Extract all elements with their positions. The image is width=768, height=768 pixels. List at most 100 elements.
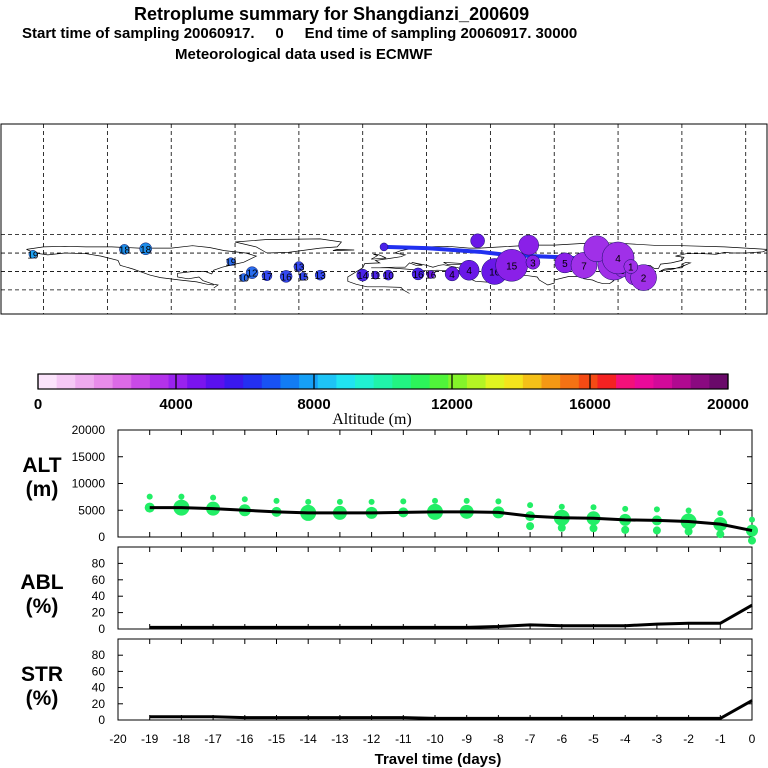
y-tick-label: 5000: [78, 503, 105, 517]
plume-point: [314, 269, 326, 281]
x-tick-label: -11: [395, 732, 412, 746]
met-data-subtitle: Meteorological data used is ECMWF: [175, 46, 433, 63]
colorbar-swatch: [112, 374, 132, 389]
altitude-cluster-point: [717, 510, 724, 517]
colorbar-swatch: [243, 374, 263, 389]
colorbar-swatch: [466, 374, 487, 389]
x-axis-label: Travel time (days): [375, 751, 502, 768]
plume-point-label: 13: [293, 263, 305, 274]
altitude-cluster-point: [621, 525, 630, 534]
mean-altitude-line: [149, 506, 753, 533]
colorbar-swatch: [504, 374, 524, 389]
colorbar-swatch: [541, 374, 561, 389]
plume-point: [458, 259, 480, 281]
x-tick-label: -17: [204, 732, 222, 746]
colorbar-swatch: [187, 374, 207, 389]
map-coastline: [371, 261, 462, 272]
altitude-cluster-point: [590, 504, 597, 511]
colorbar-tick-label: 0: [34, 396, 42, 413]
map-coastline: [26, 249, 214, 286]
colorbar-swatch: [224, 374, 244, 389]
plume-point: [379, 242, 389, 252]
x-tick-label: -13: [331, 732, 349, 746]
colorbar-swatch: [690, 374, 710, 389]
colorbar-swatch: [299, 374, 319, 389]
x-tick-label: -8: [493, 732, 504, 746]
y-tick-label: 40: [92, 681, 106, 695]
altitude-colorbar: 0 4000 8000 12000 16000 20000 Altitude (m): [34, 373, 749, 428]
colorbar-swatch: [131, 374, 151, 389]
x-tick-label: -16: [236, 732, 254, 746]
str-fraction-line: [149, 699, 753, 720]
altitude-cluster-point: [589, 524, 598, 533]
x-tick-label: -7: [525, 732, 536, 746]
colorbar-tick-label: 12000: [431, 396, 473, 413]
panel-unit-label: (%): [26, 687, 59, 710]
colorbar-swatch: [429, 374, 449, 389]
altitude-cluster-point: [178, 493, 185, 500]
x-tick-label: -3: [652, 732, 663, 746]
colorbar-swatch: [149, 374, 170, 389]
altitude-cluster-point: [622, 505, 629, 512]
altitude-cluster-point: [558, 503, 565, 510]
plume-point: [293, 261, 305, 272]
plume-point-label: 16: [425, 271, 437, 282]
altitude-cluster-point: [432, 497, 438, 504]
plume-point-label: 19: [225, 258, 237, 269]
map-coastline: [347, 267, 410, 294]
altitude-cluster-point: [653, 506, 660, 513]
x-tick-label: -15: [268, 732, 286, 746]
altitude-cluster-point: [685, 507, 692, 514]
altitude-cluster-point: [749, 516, 755, 523]
altitude-cluster-point: [557, 523, 566, 532]
plume-point: [279, 270, 293, 283]
panel-label: STR: [21, 663, 63, 686]
y-tick-label: 80: [92, 556, 106, 570]
plume-point-label: 13: [315, 271, 327, 282]
y-tick-label: 20: [92, 697, 106, 711]
altitude-cluster-point: [305, 498, 312, 505]
colorbar-swatch: [355, 374, 375, 389]
x-tick-label: -5: [588, 732, 599, 746]
plume-point: [525, 255, 541, 270]
colorbar-tick-label: 16000: [569, 396, 611, 413]
plume-point-label: 15: [506, 261, 518, 272]
map-coastline: [660, 261, 692, 272]
colorbar-swatch: [616, 374, 636, 389]
plume-point-label: 12: [247, 269, 259, 280]
plume-point-label: 16: [412, 270, 424, 281]
plume-point: [119, 244, 130, 255]
map-coastline: [362, 242, 768, 268]
altitude-cluster-point: [368, 498, 375, 505]
colorbar-swatch: [93, 374, 114, 389]
y-tick-label: 15000: [72, 450, 106, 464]
plume-point-label: 7: [581, 261, 587, 272]
plume-point: [261, 270, 273, 282]
colorbar-swatch: [709, 374, 729, 389]
plume-point-label: 16: [281, 272, 293, 283]
plume-point: [245, 266, 259, 279]
panel-unit-label: (%): [26, 595, 59, 618]
plume-point-label: 11: [370, 271, 381, 282]
colorbar-swatch: [317, 374, 337, 389]
y-tick-label: 80: [92, 648, 106, 662]
plume-point: [28, 250, 38, 259]
map-coastline: [371, 253, 387, 260]
colorbar-swatch: [205, 374, 225, 389]
altitude-cluster-point: [463, 497, 470, 504]
altitude-cluster-point: [684, 527, 693, 536]
altitude-cluster-point: [400, 498, 407, 505]
x-tick-label: -19: [141, 732, 159, 746]
colorbar-swatch: [560, 374, 580, 389]
altitude-cluster-point: [527, 502, 534, 509]
plume-point-label: 18: [140, 245, 152, 256]
chart-title: Retroplume summary for Shangdianzi_20060…: [134, 4, 530, 24]
plume-point: [623, 259, 639, 274]
altitude-cluster-point: [210, 494, 217, 501]
plume-point-label: 16: [489, 267, 501, 278]
plume-point: [518, 234, 539, 256]
colorbar-swatch: [634, 374, 654, 389]
colorbar-title: Altitude (m): [332, 411, 412, 428]
colorbar-swatch: [597, 374, 617, 389]
colorbar-swatch: [280, 374, 300, 389]
